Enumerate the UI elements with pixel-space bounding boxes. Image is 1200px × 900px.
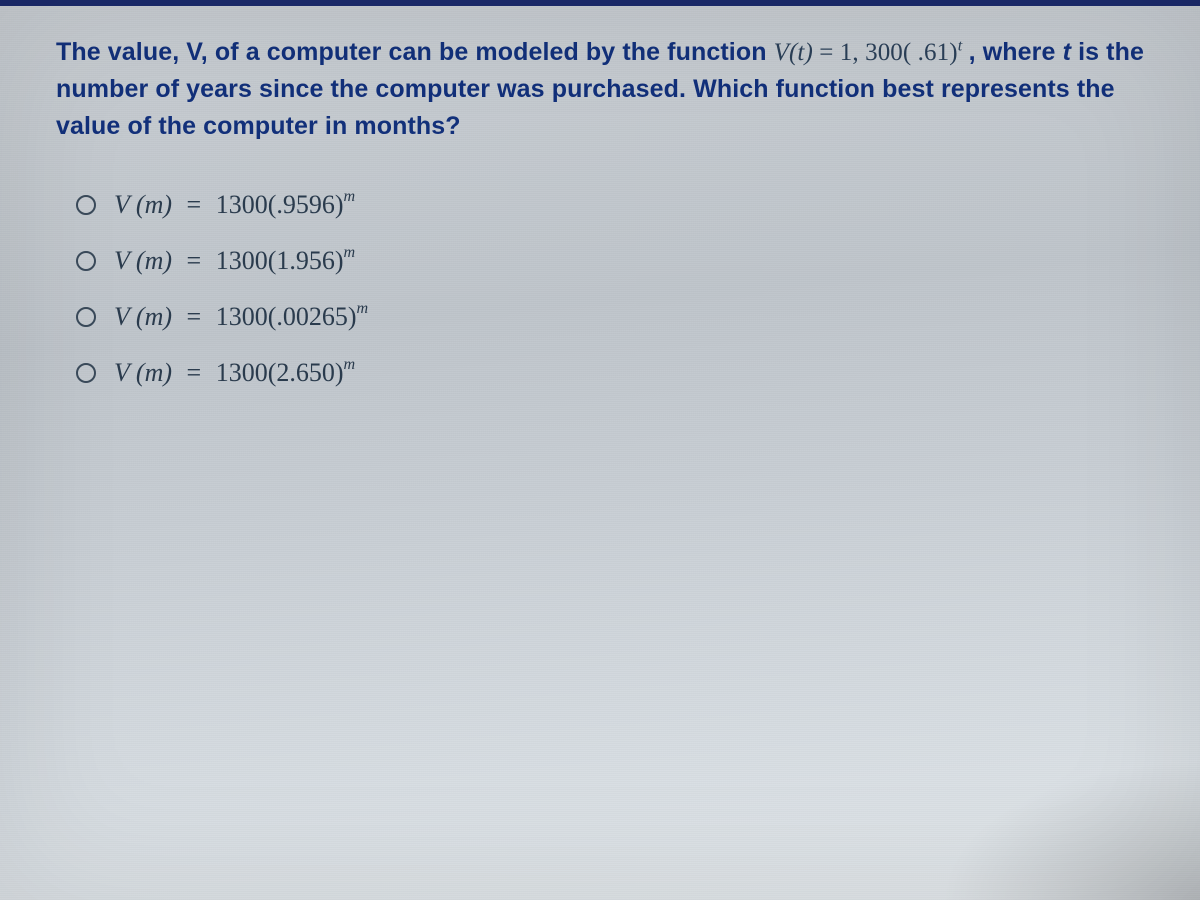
formula-lhs: V(t): [774, 39, 813, 66]
question-mid: , where: [969, 38, 1063, 66]
formula-eq: =: [813, 39, 840, 66]
question-formula: V(t) = 1, 300( .61)t: [774, 39, 969, 66]
option-c-exp: m: [357, 300, 369, 317]
option-c-formula: V (m) = 1300(.00265)m: [114, 302, 368, 332]
radio-icon[interactable]: [76, 195, 96, 215]
option-c-coeff: 1300: [216, 302, 268, 331]
option-d-base: 2.650: [276, 358, 335, 387]
question-pre: The value, V, of a computer can be model…: [56, 38, 774, 66]
option-c[interactable]: V (m) = 1300(.00265)m: [76, 302, 1148, 332]
option-a-formula: V (m) = 1300(.9596)m: [114, 190, 355, 220]
option-b-formula: V (m) = 1300(1.956)m: [114, 246, 355, 276]
option-d-coeff: 1300: [216, 358, 268, 387]
option-a[interactable]: V (m) = 1300(.9596)m: [76, 190, 1148, 220]
radio-icon[interactable]: [76, 363, 96, 383]
option-d-formula: V (m) = 1300(2.650)m: [114, 358, 355, 388]
option-a-exp: m: [344, 188, 356, 205]
option-c-base: .00265: [276, 302, 348, 331]
formula-exp: t: [958, 37, 963, 55]
option-b-base: 1.956: [276, 246, 335, 275]
formula-base-close: ): [949, 39, 957, 66]
option-d[interactable]: V (m) = 1300(2.650)m: [76, 358, 1148, 388]
formula-coeff: 1, 300: [840, 39, 903, 66]
formula-base-open: ( .: [903, 39, 924, 66]
question-panel: The value, V, of a computer can be model…: [0, 0, 1200, 388]
option-b[interactable]: V (m) = 1300(1.956)m: [76, 246, 1148, 276]
formula-base: 61: [924, 39, 949, 66]
option-a-coeff: 1300: [216, 190, 268, 219]
question-mid-italic: t: [1063, 38, 1071, 66]
option-c-lhs: V (m): [114, 302, 172, 331]
option-b-exp: m: [344, 244, 356, 261]
options-list: V (m) = 1300(.9596)m V (m) = 1300(1.956)…: [56, 190, 1148, 388]
option-b-coeff: 1300: [216, 246, 268, 275]
option-b-lhs: V (m): [114, 246, 172, 275]
question-text: The value, V, of a computer can be model…: [56, 34, 1148, 144]
radio-icon[interactable]: [76, 251, 96, 271]
option-a-lhs: V (m): [114, 190, 172, 219]
radio-icon[interactable]: [76, 307, 96, 327]
corner-shadow: [940, 760, 1200, 900]
option-d-exp: m: [344, 356, 356, 373]
option-a-base: .9596: [276, 190, 335, 219]
option-d-lhs: V (m): [114, 358, 172, 387]
